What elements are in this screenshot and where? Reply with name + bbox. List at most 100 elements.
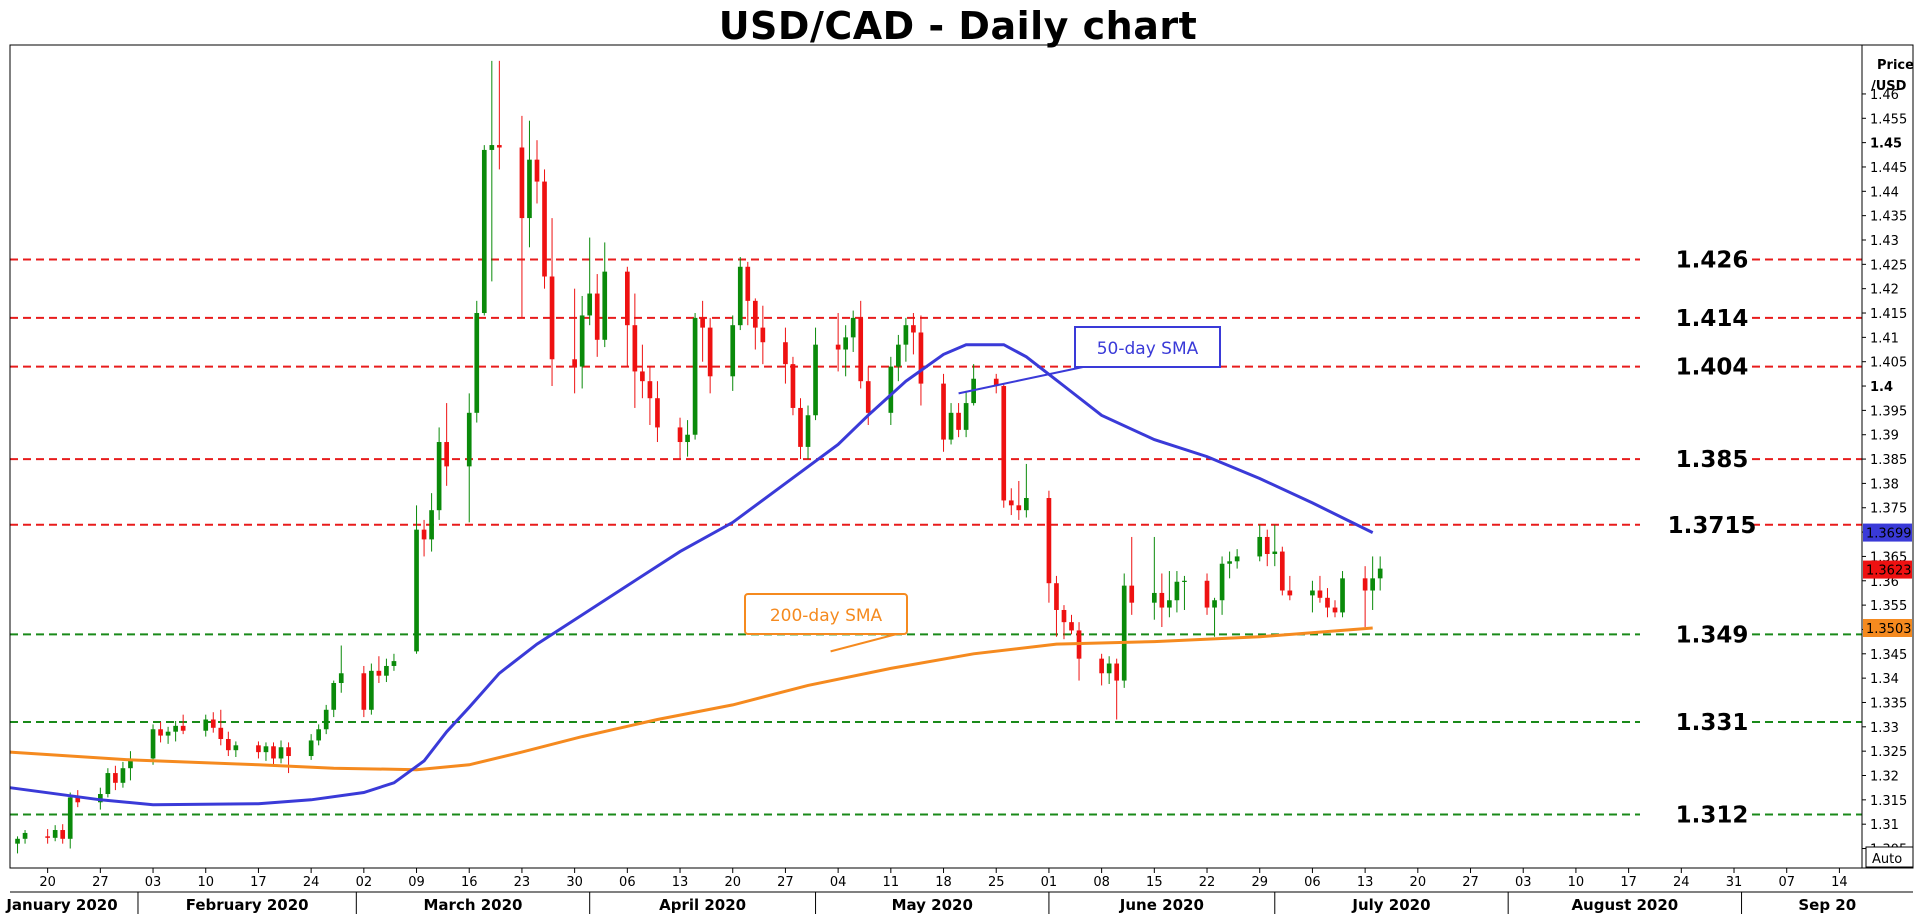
candle [414,505,419,654]
candle-body [1377,568,1383,579]
candle [158,721,163,743]
candle [685,420,690,457]
candle-body [1016,505,1022,511]
sma50-line [9,343,1374,807]
candle [113,765,118,791]
candle [903,317,909,362]
candle-body [700,317,705,328]
last-value-tag-label: 1.3623 [1866,564,1912,579]
candle [1069,614,1074,635]
x-tick-label: 10 [197,875,214,890]
candle-body [587,293,593,316]
candle-body [737,266,743,326]
y-tick-label: 1.425 [1870,258,1907,273]
candle [692,313,698,440]
candle [1212,597,1217,637]
candle-body [956,412,961,430]
x-tick-label: 27 [92,875,109,890]
y-tick-label: 1.315 [1870,794,1907,809]
candle [391,653,397,671]
x-tick-label: 27 [1462,875,1479,890]
candle [640,344,645,399]
candle [624,266,630,367]
x-tick-label: 13 [1357,875,1374,890]
candle-body [481,149,487,314]
candle-body [760,327,766,343]
y-tick-label: 1.355 [1870,599,1907,614]
level-label: 1.349 [1676,622,1749,648]
auto-scale-label: Auto [1872,852,1902,867]
candle-body [497,145,502,148]
candle-body [1174,581,1180,601]
candle-body [120,768,126,783]
x-tick-label: 20 [724,875,741,890]
auto-scale-button[interactable] [1865,846,1914,868]
x-tick-label: 17 [1620,875,1637,890]
candle [323,704,329,735]
candle [790,356,796,416]
candle [587,237,593,326]
candle-body [888,366,894,413]
last-value-tag [1863,618,1912,637]
x-tick-label: 25 [988,875,1005,890]
candle [1272,524,1278,567]
candle-body [677,427,683,443]
candle-body [331,683,337,710]
month-label: April 2020 [659,896,746,914]
candle-body [436,442,442,511]
candle-body [338,673,344,684]
candle [1257,524,1263,562]
candle [519,115,525,318]
level-label-bg [1640,243,1750,274]
candle-body [993,378,999,387]
candle [971,364,976,406]
candle-body [1234,556,1240,562]
candle-body [745,266,751,301]
candle [1016,480,1022,520]
candle-body [128,758,133,769]
level-label: 1.426 [1676,247,1749,273]
candle-body [911,325,916,333]
x-tick-label: 27 [777,875,794,890]
candle [429,493,434,552]
candle-body [444,442,449,467]
candle [466,393,472,523]
candle [677,417,683,460]
candle [369,663,374,715]
candle-body [1167,600,1172,608]
candle [481,145,487,316]
y-tick-label: 1.31 [1870,818,1899,833]
candle-body [707,327,713,377]
candle [1219,556,1225,615]
candle [316,724,322,746]
month-label: February 2020 [186,896,309,914]
candle-body [685,434,690,443]
candle [700,300,705,362]
candle-body [474,313,480,413]
sma50-pointer [958,366,1084,395]
candle [941,373,946,452]
last-value-tags: 1.3699 1.3623 1.3503 [1863,523,1912,637]
x-tick-label: 30 [566,875,583,890]
candle [1114,658,1120,720]
y-tick-label: 1.395 [1870,404,1907,419]
candle [75,790,81,808]
y-tick-label: 1.445 [1870,161,1907,176]
x-tick-label: 15 [1146,875,1163,890]
candle [632,293,638,408]
candle-body [594,293,600,340]
candle [384,658,389,683]
candle [805,405,811,460]
candle-body [105,773,111,795]
last-value-tag [1863,560,1912,579]
candle-body [286,747,291,757]
candle-body [624,271,630,326]
candle-body [527,159,532,219]
x-tick-label: 24 [303,875,320,890]
candle-body [1325,597,1330,608]
y-tick-label: 1.32 [1870,770,1899,785]
candle [338,645,344,693]
candle-body [941,383,946,440]
candle [278,740,284,764]
